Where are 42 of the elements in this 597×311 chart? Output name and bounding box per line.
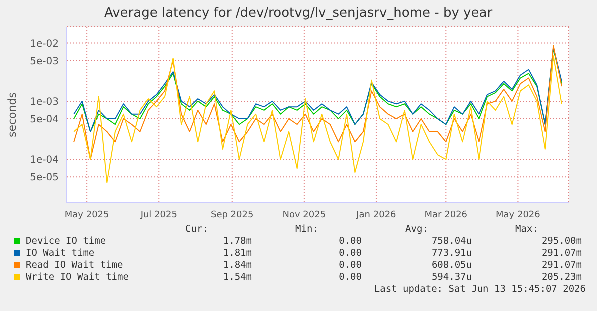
text: 291.07m [540,248,582,260]
y-tick-label: 5e-03 [30,56,59,68]
y-tick-label: 5e-05 [30,172,59,184]
text: Max: [514,224,540,236]
text: Avg: [404,224,430,236]
text: 0.00 [338,248,362,260]
text: 1.54m [222,272,252,284]
text: 205.23m [540,272,582,284]
y-tick-label: 1e-03 [30,96,59,108]
legend-label: Write IO Wait time [25,272,130,284]
legend-label: Device IO time [25,236,108,248]
x-tick-label: Sep 2025 [211,210,254,220]
text: 0.00 [338,272,362,284]
text: 1.84m [222,260,252,272]
x-tick-label: May 2026 [496,210,541,220]
text: 1.81m [222,248,252,260]
x-tick-label: Jul 2025 [140,210,178,220]
text: 773.91u [430,248,472,260]
text: 594.37u [430,272,472,284]
x-tick-label: May 2025 [64,210,110,220]
x-tick-label: Mar 2026 [424,210,468,220]
chart-title: Average latency for /dev/rootvg/lv_senjasrv_home - by year [103,6,494,21]
legend-label: IO Wait time [25,248,96,260]
x-tick-label: Nov 2025 [282,210,326,220]
y-tick-label: 5e-04 [30,114,59,126]
legend-label: Read IO Wait time [25,260,124,272]
y-tick-label: 1e-02 [30,38,59,50]
text: 0.00 [338,260,362,272]
x-tick-label: Jan 2026 [356,210,397,220]
text: 1.78m [222,236,252,248]
line-series [74,56,562,184]
text: 0.00 [338,236,362,248]
text: 758.04u [430,236,472,248]
text: Cur: [184,224,210,236]
y-axis-title: seconds [6,92,19,138]
text: 295.00m [540,236,582,248]
line-series [74,45,562,160]
text: 291.07m [540,260,582,272]
text: Last update: Sat Jun 13 15:45:07 2026 [373,284,586,296]
y-tick-label: 1e-04 [30,155,59,166]
text: 608.05u [430,260,472,272]
text: Min: [294,224,320,236]
